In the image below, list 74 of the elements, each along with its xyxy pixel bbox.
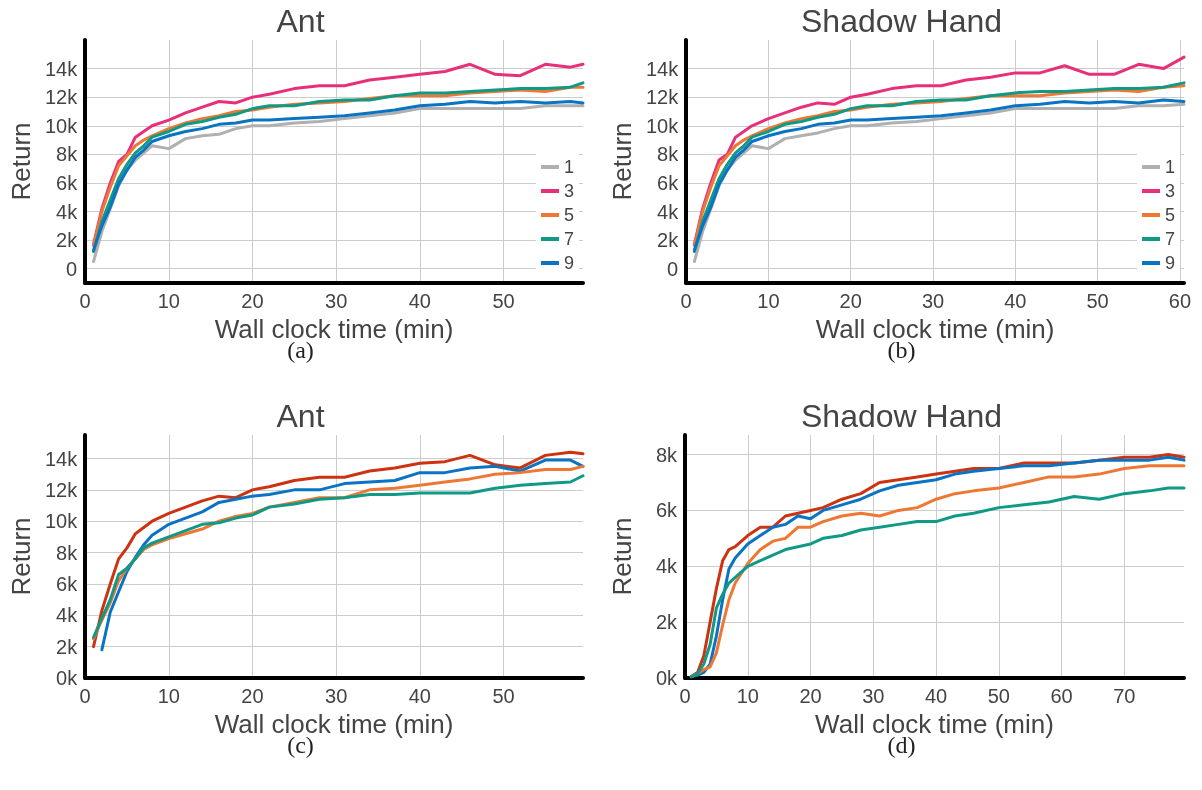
y-tick-label: 12k — [645, 86, 680, 109]
x-tick-label: 40 — [924, 685, 948, 707]
y-tick-label: 14k — [645, 57, 680, 80]
x-tick-label: 20 — [241, 290, 264, 312]
y-tick-label: 12k — [44, 478, 79, 501]
text: (d) — [887, 732, 916, 758]
y-tick-label: 12k — [44, 86, 79, 109]
x-tick-label: 50 — [1086, 290, 1109, 312]
y-tick-label: 8k — [56, 541, 79, 564]
x-tick-label: 20 — [839, 290, 862, 312]
y-tick-label: 14k — [44, 447, 79, 470]
legend-label: 9 — [563, 253, 574, 273]
text: (a) — [287, 337, 314, 363]
y-tick-label: 8k — [657, 143, 680, 166]
y-tick-label: 8k — [655, 443, 678, 466]
legend-label: 7 — [563, 229, 574, 249]
x-tick-label: 30 — [325, 290, 348, 312]
y-tick-label: 6k — [56, 171, 79, 194]
legend-label: 1 — [1164, 157, 1175, 177]
y-tick-label: 14k — [44, 57, 79, 80]
chart-title: Shadow Hand — [800, 398, 1003, 434]
x-tick-label: 10 — [757, 290, 780, 312]
text: (b) — [887, 337, 916, 363]
y-tick-label: 4k — [56, 604, 79, 627]
y-axis-title: Return — [6, 122, 36, 201]
y-tick-label: 0 — [667, 257, 679, 280]
y-tick-label: 6k — [657, 171, 680, 194]
y-tick-label: 4k — [657, 200, 680, 223]
y-tick-label: 2k — [56, 635, 79, 658]
x-tick-label: 10 — [736, 685, 759, 707]
y-tick-label: 4k — [56, 200, 79, 223]
y-tick-label: 10k — [44, 510, 79, 533]
x-tick-label: 10 — [157, 685, 180, 707]
y-tick-label: 0k — [56, 667, 79, 689]
x-tick-label: 60 — [1050, 685, 1073, 707]
x-tick-label: 10 — [157, 290, 180, 312]
y-tick-label: 10k — [44, 114, 79, 137]
y-tick-label: 2k — [655, 611, 678, 634]
y-tick-label: 10k — [645, 114, 680, 137]
y-tick-label: 6k — [655, 499, 678, 522]
legend-label: 5 — [563, 205, 574, 225]
x-tick-label: 30 — [862, 685, 885, 707]
y-tick-label: 2k — [56, 229, 79, 252]
x-tick-label: 20 — [799, 685, 822, 707]
y-axis-title: Return — [6, 517, 36, 596]
legend-label: 7 — [1164, 229, 1175, 249]
y-axis-title: Return — [607, 122, 637, 201]
x-tick-label: 50 — [987, 685, 1010, 707]
y-axis-title: Return — [607, 517, 637, 596]
legend-label: 3 — [563, 181, 574, 201]
x-tick-label: 40 — [1004, 290, 1027, 312]
text: (c) — [287, 732, 314, 758]
y-tick-label: 0 — [66, 257, 78, 280]
legend-label: 9 — [1164, 253, 1175, 273]
chart-title: Ant — [276, 3, 325, 39]
y-tick-label: 4k — [655, 555, 678, 578]
y-tick-label: 8k — [56, 143, 79, 166]
x-tick-label: 30 — [325, 685, 348, 707]
chart-title: Shadow Hand — [800, 3, 1003, 39]
x-tick-label: 60 — [1168, 290, 1192, 312]
x-tick-label: 50 — [492, 685, 515, 707]
y-tick-label: 0k — [655, 667, 678, 689]
x-tick-label: 40 — [408, 685, 431, 707]
x-tick-label: 50 — [492, 290, 515, 312]
x-tick-label: 20 — [241, 685, 264, 707]
x-tick-label: 70 — [1113, 685, 1136, 707]
y-tick-label: 6k — [56, 572, 79, 595]
legend-label: 3 — [1164, 181, 1175, 201]
legend-label: 5 — [1164, 205, 1175, 225]
y-tick-label: 2k — [657, 229, 680, 252]
x-tick-label: 40 — [408, 290, 431, 312]
legend-label: 1 — [563, 157, 574, 177]
chart-title: Ant — [276, 398, 325, 434]
x-tick-label: 30 — [921, 290, 945, 312]
